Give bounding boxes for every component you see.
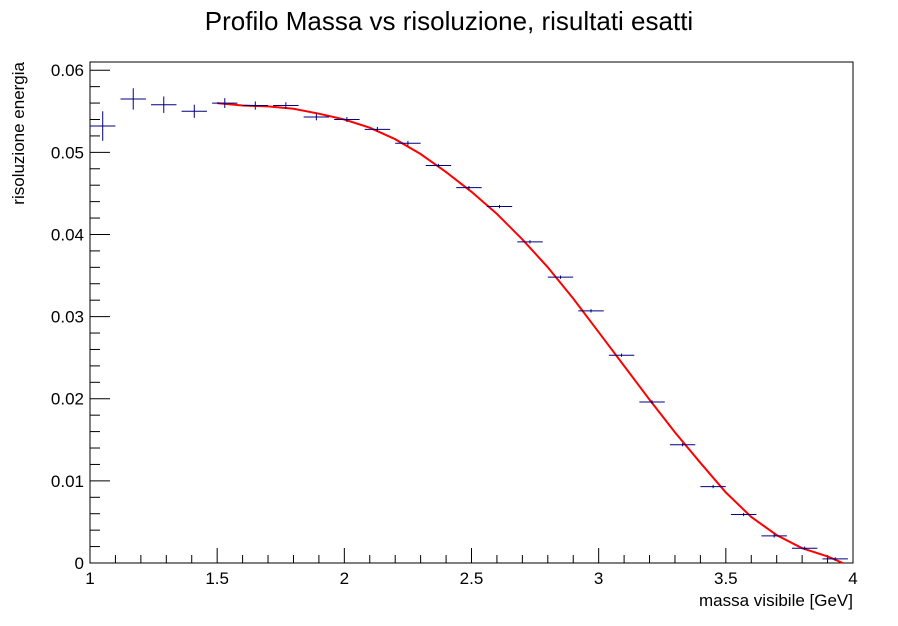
data-point <box>181 104 207 118</box>
y-tick-label: 0 <box>75 554 84 573</box>
data-point <box>730 512 757 517</box>
y-tick-label: 0.01 <box>51 472 84 491</box>
y-tick-label: 0.04 <box>51 225 84 244</box>
data-point <box>486 204 513 209</box>
fit-curve-layer <box>217 102 844 564</box>
data-point <box>547 275 574 279</box>
data-point <box>120 88 146 110</box>
x-tick-label: 3.5 <box>714 569 738 588</box>
plot-frame <box>89 61 854 564</box>
y-tick-labels: 0 0.01 0.02 0.03 0.04 0.05 0.06 <box>51 61 84 573</box>
data-point <box>90 111 116 141</box>
x-tick-label: 3 <box>594 569 603 588</box>
y-tick-label: 0.03 <box>51 308 84 327</box>
data-point <box>761 534 787 538</box>
data-point <box>212 98 238 108</box>
data-point <box>639 400 665 404</box>
x-tick-label: 4 <box>848 569 857 588</box>
data-point <box>425 163 452 168</box>
data-point <box>395 140 421 146</box>
y-tick-label: 0.05 <box>51 143 84 162</box>
data-point <box>303 113 330 121</box>
data-point <box>517 240 543 244</box>
profile-points-layer <box>90 88 848 561</box>
x-tick-label: 1 <box>85 569 94 588</box>
x-tick-label: 2 <box>340 569 349 588</box>
data-point <box>364 126 391 132</box>
data-point <box>273 102 299 109</box>
y-tick-label: 0.02 <box>51 390 84 409</box>
data-point <box>822 557 848 561</box>
data-point <box>669 443 696 447</box>
data-point <box>242 101 269 110</box>
data-point <box>334 117 360 122</box>
data-point <box>578 309 604 313</box>
x-tick-label: 2.5 <box>460 569 484 588</box>
x-axis-label: massa visibile [GeV] <box>699 591 853 610</box>
data-point <box>608 353 635 357</box>
fit-curve <box>217 102 844 564</box>
x-tick-label: 1.5 <box>205 569 229 588</box>
data-point <box>456 186 482 190</box>
data-point <box>791 546 818 550</box>
y-axis-label: risoluzione energia <box>9 61 28 204</box>
data-point <box>151 96 177 113</box>
chart-title: Profilo Massa vs risoluzione, risultati … <box>205 6 693 36</box>
y-tick-label: 0.06 <box>51 61 84 80</box>
axis-ticks <box>89 69 854 564</box>
x-tick-labels: 1 1.5 2 2.5 3 3.5 4 <box>85 569 857 588</box>
data-point <box>700 484 726 489</box>
